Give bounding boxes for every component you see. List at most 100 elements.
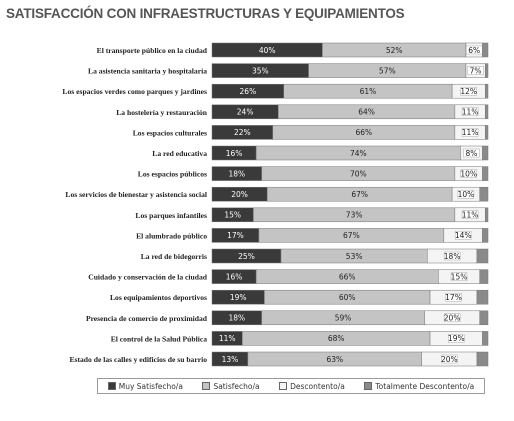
data-label-box <box>443 313 461 322</box>
data-label: 12% <box>460 87 477 96</box>
data-label: 24% <box>237 108 254 117</box>
category-label: El control de la Salud Pública <box>111 334 207 343</box>
bar-segment <box>479 186 489 202</box>
data-label: 14% <box>455 231 472 240</box>
bar-segment <box>482 145 489 161</box>
legend-label: Satisfecho/a <box>213 381 260 391</box>
legend-item: Descontento/a <box>279 382 345 391</box>
category-label: Cuidado y conservación de la ciudad <box>88 273 208 282</box>
legend-item: Muy Satisfecho/a <box>107 381 183 391</box>
data-label: 66% <box>355 128 372 137</box>
data-label-box <box>457 189 475 199</box>
data-label: 19% <box>230 293 247 302</box>
data-label: 13% <box>222 355 239 364</box>
category-label: Estado de las calles y edificios de su b… <box>69 355 207 364</box>
data-label: 67% <box>351 190 368 199</box>
data-label-box <box>443 251 461 261</box>
legend-label: Descontento/a <box>290 381 345 391</box>
data-label: 16% <box>226 272 243 281</box>
legend-swatch <box>107 382 116 390</box>
data-label: 63% <box>326 355 343 364</box>
data-label-box <box>450 272 468 281</box>
legend-swatch <box>279 382 288 390</box>
category-label: El alumbrado público <box>136 231 207 240</box>
data-label: 20% <box>444 314 461 323</box>
bar-segment <box>484 63 489 78</box>
bar-segment <box>482 331 489 346</box>
data-label: 6% <box>468 46 480 55</box>
data-label: 53% <box>346 252 363 261</box>
category-label: Los parques infantiles <box>135 211 207 220</box>
data-label: 61% <box>360 87 377 96</box>
data-label: 11% <box>462 108 479 117</box>
data-label: 10% <box>460 169 477 178</box>
data-label-box <box>461 210 479 220</box>
data-label-box <box>463 148 480 158</box>
bar-segment <box>484 104 489 120</box>
data-label: 73% <box>346 211 363 220</box>
category-label: Los espacios públicos <box>138 170 207 179</box>
data-label-box <box>467 66 484 75</box>
category-label: Los espacios verdes como parques y jardi… <box>62 87 207 96</box>
data-label: 74% <box>350 149 367 158</box>
data-label: 11% <box>462 128 479 137</box>
data-label-box <box>461 107 479 117</box>
data-label-box <box>445 293 462 302</box>
category-label: La red educativa <box>152 149 207 158</box>
data-label-box <box>454 231 472 240</box>
data-label: 11% <box>219 334 236 343</box>
data-label: 18% <box>229 314 246 323</box>
data-label-box <box>441 354 458 364</box>
bar-segment <box>476 248 489 264</box>
bar-segment <box>484 207 489 223</box>
legend-label: Muy Satisfecho/a <box>118 381 183 391</box>
bar-segment <box>482 228 489 243</box>
data-label-box <box>460 169 477 178</box>
category-label: La asistencia sanitaria y hospitalaria <box>88 67 207 76</box>
data-label: 68% <box>328 334 345 343</box>
bar-segment <box>476 351 489 367</box>
category-label: Presencia de comercio de proximidad <box>86 314 208 323</box>
data-label: 22% <box>234 128 251 137</box>
data-label: 25% <box>238 252 255 261</box>
data-label-box <box>460 86 477 96</box>
legend-swatch <box>202 382 211 390</box>
data-label: 17% <box>445 293 462 302</box>
data-label: 20% <box>441 355 458 364</box>
bar-segment <box>484 83 489 99</box>
legend-item: Satisfecho/a <box>202 381 260 391</box>
data-label: 20% <box>231 190 248 199</box>
category-label: La hostelería y restauración <box>116 108 208 117</box>
title-underline <box>0 24 514 29</box>
category-label: El transporte público en la ciudad <box>97 46 208 55</box>
data-label: 19% <box>448 334 465 343</box>
data-label: 18% <box>444 252 461 261</box>
data-label: 17% <box>227 231 244 240</box>
data-label-box <box>466 45 483 55</box>
legend-label: Totalmente Descontento/a <box>375 381 475 391</box>
data-label: 26% <box>240 87 257 96</box>
data-label: 35% <box>252 66 269 75</box>
bar-segment <box>484 125 489 140</box>
category-label: Los espacios culturales <box>133 128 207 137</box>
data-label: 7% <box>470 66 482 75</box>
legend-item: Totalmente Descontento/a <box>364 382 474 391</box>
category-label: Los servicios de bienestar y asistencia … <box>65 190 207 199</box>
data-label: 64% <box>358 108 375 117</box>
data-label: 16% <box>226 149 243 158</box>
bar-segment <box>476 289 489 305</box>
data-label: 8% <box>465 149 477 158</box>
data-label: 57% <box>379 66 396 75</box>
data-label: 10% <box>458 190 475 199</box>
chart-legend: Muy Satisfecho/a Satisfecho/a Descontento/… <box>97 378 485 394</box>
bar-segment <box>479 269 489 284</box>
data-label-box <box>448 334 465 343</box>
data-label: 40% <box>259 46 276 55</box>
data-label: 66% <box>339 272 356 281</box>
bar-segment <box>479 310 489 326</box>
legend-swatch <box>364 382 373 390</box>
bar-segment <box>482 42 489 58</box>
data-label: 70% <box>350 169 367 178</box>
data-label: 15% <box>451 272 468 281</box>
